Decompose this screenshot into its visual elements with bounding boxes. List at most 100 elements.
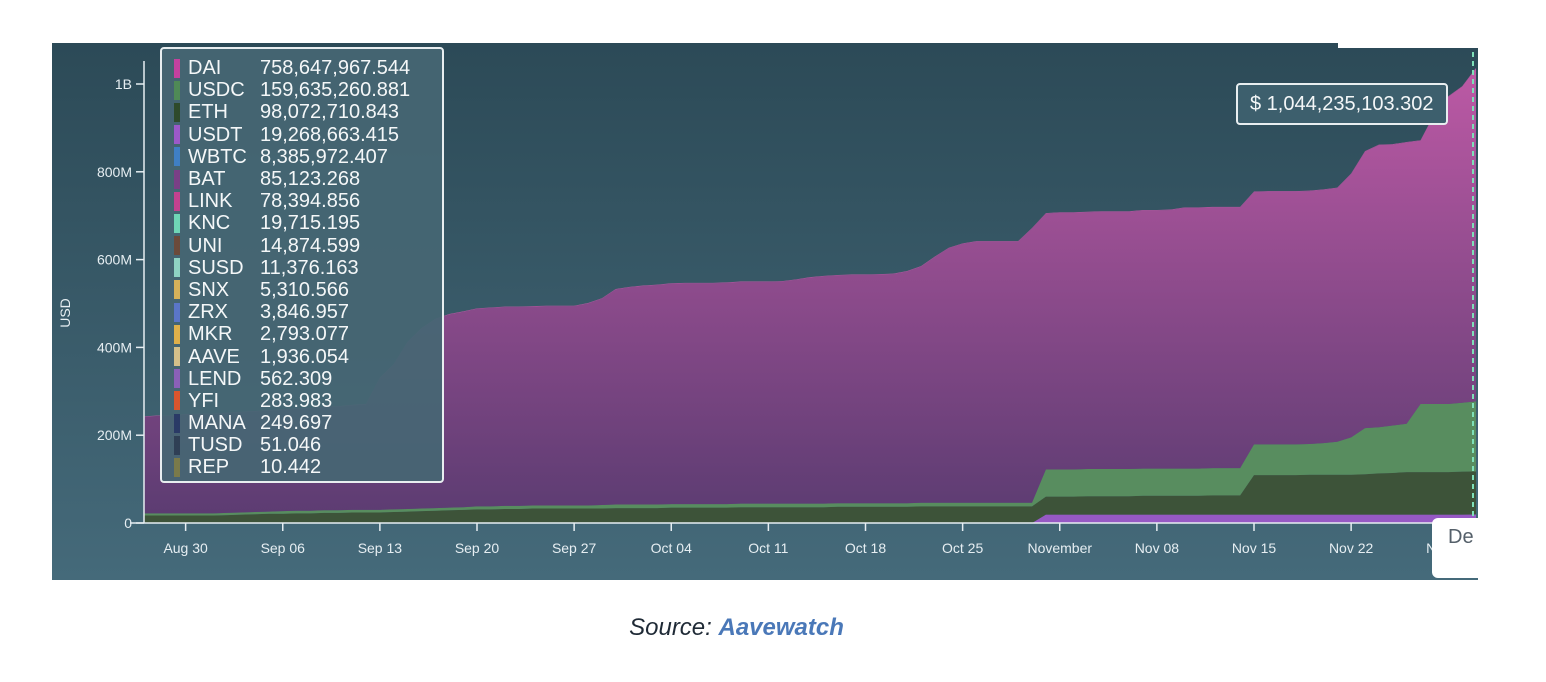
legend-item: MKR 2,793.077 <box>174 323 442 345</box>
legend-swatch <box>174 369 180 389</box>
legend-name: BAT <box>188 168 226 191</box>
legend-value: 1,936.054 <box>260 345 349 368</box>
x-tick-label: Oct 11 <box>748 540 788 556</box>
legend-value: 8,385,972.407 <box>260 145 388 168</box>
legend-value: 10.442 <box>260 456 322 479</box>
area-usdt[interactable] <box>144 514 1476 523</box>
legend-name: ZRX <box>188 301 228 324</box>
x-tick-label: Sep 20 <box>455 540 500 556</box>
legend-value: 283.983 <box>260 389 333 412</box>
source-link[interactable]: Aavewatch <box>718 614 844 641</box>
legend-item: SNX 5,310.566 <box>174 279 442 301</box>
legend-value: 3,846.957 <box>260 301 349 324</box>
legend-name: REP <box>188 456 230 479</box>
legend-value: 19,715.195 <box>260 212 361 235</box>
legend-swatch <box>174 413 180 433</box>
legend-value: 98,072,710.843 <box>260 101 400 124</box>
legend-swatch <box>174 391 180 411</box>
legend-swatch <box>174 302 180 322</box>
y-tick-label: 1B <box>115 76 132 92</box>
legend-name: WBTC <box>188 145 247 168</box>
legend-name: UNI <box>188 234 223 257</box>
x-tick-label: Nov 22 <box>1329 540 1374 556</box>
legend-value: 14,874.599 <box>260 234 361 257</box>
x-tick-label: Oct 18 <box>845 540 886 556</box>
legend-value: 159,635,260.881 <box>260 79 411 102</box>
legend-item: MANA 249.697 <box>174 412 442 434</box>
x-tick-label: Aug 30 <box>163 540 208 556</box>
legend-item: TUSD 51.046 <box>174 434 442 456</box>
legend-swatch <box>174 258 180 278</box>
source-caption: Source: Aavewatch <box>0 614 1473 642</box>
legend-item: DAI 758,647,967.544 <box>174 57 442 79</box>
legend-name: LINK <box>188 190 233 213</box>
legend-item: WBTC 8,385,972.407 <box>174 146 442 168</box>
legend-swatch <box>174 58 180 78</box>
total-value-tooltip: $ 1,044,235,103.302 <box>1236 83 1448 125</box>
legend-swatch <box>174 324 180 344</box>
y-tick-label: 200M <box>97 427 132 443</box>
legend-name: AAVE <box>188 345 240 368</box>
caption-prefix: Source: <box>629 614 719 641</box>
x-tick-label: Oct 04 <box>651 540 692 556</box>
legend-swatch <box>174 147 180 167</box>
legend-item: ZRX 3,846.957 <box>174 301 442 323</box>
legend-value: 19,268,663.415 <box>260 123 400 146</box>
y-tick-label: 0 <box>124 515 132 531</box>
area-eth[interactable] <box>144 471 1476 523</box>
legend-item: UNI 14,874.599 <box>174 235 442 257</box>
legend-swatch <box>174 169 180 189</box>
legend-item: USDC 159,635,260.881 <box>174 79 442 101</box>
x-tick-label: Nov 15 <box>1232 540 1277 556</box>
legend-item: YFI 283.983 <box>174 390 442 412</box>
top-edge-strip <box>1338 43 1478 48</box>
legend-value: 51.046 <box>260 434 322 457</box>
legend-item: SUSD 11,376.163 <box>174 257 442 279</box>
legend-value: 758,647,967.544 <box>260 57 411 80</box>
legend-list: DAI 758,647,967.544 USDC 159,635,260.881 ETH… <box>174 57 442 479</box>
legend-value: 78,394.856 <box>260 190 361 213</box>
legend-swatch <box>174 280 180 300</box>
legend-swatch <box>174 213 180 233</box>
legend-name: DAI <box>188 57 222 80</box>
legend-item: LINK 78,394.856 <box>174 190 442 212</box>
legend-value: 11,376.163 <box>260 256 359 279</box>
legend-swatch <box>174 80 180 100</box>
x-tick-label: Sep 13 <box>358 540 403 556</box>
date-tooltip: De <box>1432 518 1478 578</box>
y-tick-label: 600M <box>97 252 132 268</box>
chart-panel: 0 200M 400M 600M 800M 1B USD Aug 30 Sep 06 Sep 13… <box>52 43 1478 580</box>
x-tick-label: Oct 25 <box>942 540 983 556</box>
legend-name: TUSD <box>188 434 243 457</box>
legend-value: 2,793.077 <box>260 323 349 346</box>
legend-name: MKR <box>188 323 233 346</box>
legend-swatch <box>174 125 180 145</box>
y-tick-label: 400M <box>97 339 132 355</box>
legend-name: SUSD <box>188 256 244 279</box>
legend-swatch <box>174 435 180 455</box>
legend-item: AAVE 1,936.054 <box>174 345 442 368</box>
legend-name: YFI <box>188 389 220 412</box>
legend-item: KNC 19,715.195 <box>174 212 442 234</box>
x-tick-label: Sep 06 <box>261 540 306 556</box>
y-axis-label: USD <box>57 298 73 328</box>
x-tick-label: Nov 08 <box>1135 540 1180 556</box>
legend-name: ETH <box>188 101 228 124</box>
x-tick-label: Sep 27 <box>552 540 597 556</box>
legend-swatch <box>174 457 180 477</box>
legend-item: ETH 98,072,710.843 <box>174 101 442 123</box>
legend-swatch <box>174 191 180 211</box>
legend-value: 5,310.566 <box>260 278 349 301</box>
legend-name: USDC <box>188 79 245 102</box>
legend-name: LEND <box>188 367 242 390</box>
area-dai[interactable] <box>144 68 1476 514</box>
legend-swatch <box>174 236 180 256</box>
legend-name: SNX <box>188 278 230 301</box>
legend-item: REP 10.442 <box>174 456 442 478</box>
legend-swatch <box>174 347 180 367</box>
legend-item: BAT 85,123.268 <box>174 168 442 190</box>
legend-name: KNC <box>188 212 231 235</box>
area-usdc[interactable] <box>144 401 1476 516</box>
areas-layer <box>144 67 1476 523</box>
legend-value: 85,123.268 <box>260 168 361 191</box>
